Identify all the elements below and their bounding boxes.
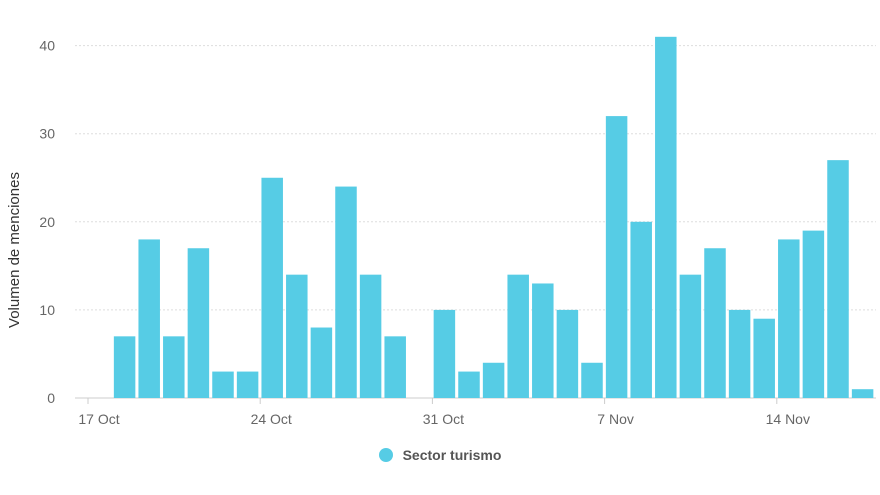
bar[interactable] (532, 283, 554, 398)
bar[interactable] (384, 336, 406, 398)
bar[interactable] (138, 239, 160, 398)
bar[interactable] (163, 336, 185, 398)
bar[interactable] (433, 309, 456, 398)
y-tick-label: 0 (47, 390, 55, 406)
x-tick-label: 14 Nov (766, 411, 810, 427)
bar[interactable] (359, 274, 382, 398)
bar[interactable] (679, 274, 702, 398)
bar[interactable] (728, 309, 751, 398)
bar[interactable] (778, 239, 800, 398)
bar[interactable] (187, 248, 210, 398)
bar[interactable] (335, 186, 357, 398)
y-axis-ticks: 0 10 20 30 40 (39, 38, 55, 406)
x-tick-label: 24 Oct (251, 411, 292, 427)
bar[interactable] (581, 362, 603, 398)
x-tick-label: 31 Oct (423, 411, 464, 427)
bar[interactable] (753, 318, 775, 398)
bar[interactable] (482, 362, 505, 398)
y-tick-label: 10 (39, 302, 55, 318)
bar[interactable] (458, 371, 480, 398)
bar[interactable] (802, 230, 825, 398)
legend-marker-icon (378, 448, 393, 462)
bar[interactable] (310, 327, 333, 398)
x-axis-ticks: 17 Oct 24 Oct 31 Oct 7 Nov 14 Nov (78, 398, 810, 427)
bar[interactable] (827, 160, 849, 398)
bar[interactable] (556, 309, 579, 398)
bar[interactable] (212, 371, 234, 398)
bar[interactable] (630, 221, 652, 398)
legend[interactable]: Sector turismo (0, 447, 880, 463)
y-axis-title: Volumen de menciones (6, 172, 23, 328)
bar[interactable] (286, 274, 308, 398)
bar[interactable] (507, 274, 529, 398)
bar-series (113, 36, 874, 399)
y-tick-label: 20 (39, 214, 55, 230)
x-tick-label: 7 Nov (597, 411, 634, 427)
x-tick-label: 17 Oct (78, 411, 119, 427)
bar[interactable] (236, 371, 259, 398)
bar[interactable] (261, 177, 283, 398)
bar[interactable] (704, 248, 726, 398)
bar[interactable] (605, 116, 628, 398)
bar[interactable] (655, 36, 677, 399)
legend-label: Sector turismo (402, 447, 502, 463)
y-tick-label: 30 (39, 126, 55, 142)
bar[interactable] (113, 336, 136, 398)
y-tick-label: 40 (39, 38, 55, 54)
bar[interactable] (851, 389, 874, 398)
